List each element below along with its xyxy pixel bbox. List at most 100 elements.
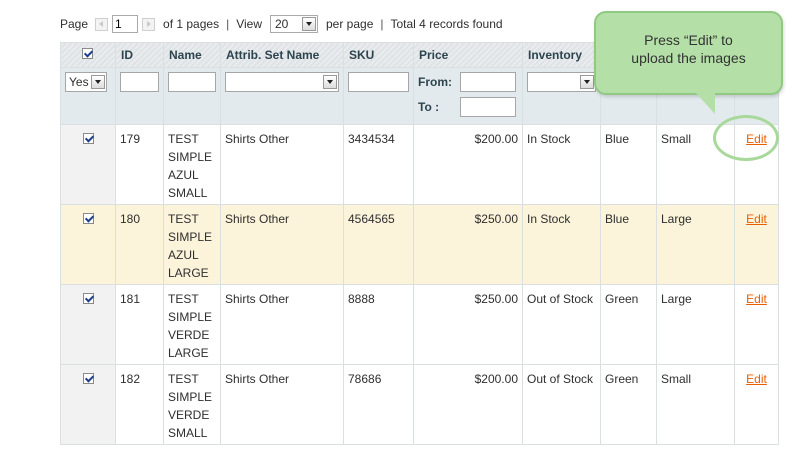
callout-text: Press “Edit” to upload the images (596, 31, 781, 67)
row-name-line: VERDE (168, 328, 210, 342)
row-size: Small (656, 364, 735, 445)
row-name-line: VERDE (168, 408, 210, 422)
row-name-line: SIMPLE (168, 310, 213, 324)
row-attrib-set: Shirts Other (220, 364, 344, 445)
chevron-down-icon (580, 75, 594, 89)
row-inventory: Out of Stock (522, 284, 601, 365)
row-name-line: AZUL (168, 168, 199, 182)
callout-pointer (695, 92, 715, 114)
row-inventory: Out of Stock (522, 364, 601, 445)
massaction-filter-value: Yes (69, 75, 89, 89)
row-price: $250.00 (413, 284, 523, 365)
row-action: Edit (734, 284, 779, 365)
row-action: Edit (734, 364, 779, 445)
row-attrib-set: Shirts Other (220, 124, 344, 205)
row-name-line: SIMPLE (168, 230, 213, 244)
edit-link[interactable]: Edit (746, 372, 767, 386)
filter-attrib-cell (220, 67, 344, 125)
price-from-row: From: (418, 72, 518, 92)
row-color: Green (600, 284, 657, 365)
table-row: 180 TEST SIMPLE AZUL LARGE Shirts Other … (60, 204, 779, 285)
row-name-line: TEST (168, 372, 199, 386)
callout-line: Press “Edit” to (644, 32, 733, 48)
pager-separator: | (226, 17, 230, 31)
row-select-cell (60, 364, 116, 445)
row-select-cell (60, 204, 116, 285)
price-from-input[interactable] (460, 72, 516, 92)
header-inventory[interactable]: Inventory (522, 42, 601, 68)
row-select-cell (60, 124, 116, 205)
row-checkbox[interactable] (82, 213, 94, 224)
row-color: Blue (600, 124, 657, 205)
row-price: $250.00 (413, 204, 523, 285)
row-price: $200.00 (413, 124, 523, 205)
row-name-line: TEST (168, 132, 199, 146)
callout-line: upload the images (631, 50, 746, 66)
highlight-ring (713, 115, 779, 161)
filter-inventory-cell (522, 67, 601, 125)
table-row: 181 TEST SIMPLE VERDE LARGE Shirts Other… (60, 284, 779, 365)
edit-link[interactable]: Edit (746, 212, 767, 226)
header-select-all[interactable] (60, 42, 116, 68)
filter-name-cell (163, 67, 221, 125)
row-checkbox[interactable] (82, 373, 94, 384)
filter-massaction-cell: Yes (60, 67, 116, 125)
filter-price-cell: From: To : (413, 67, 523, 125)
row-id: 182 (115, 364, 164, 445)
row-sku: 3434534 (343, 124, 414, 205)
row-checkbox[interactable] (82, 293, 94, 304)
row-name-line: LARGE (168, 266, 209, 280)
row-inventory: In Stock (522, 124, 601, 205)
view-per-page-select[interactable]: 20 (270, 15, 318, 33)
next-page-icon[interactable] (142, 17, 156, 31)
row-sku: 8888 (343, 284, 414, 365)
price-to-input[interactable] (460, 97, 516, 117)
row-inventory: In Stock (522, 204, 601, 285)
row-name-line: SMALL (168, 186, 208, 200)
prev-page-icon[interactable] (95, 17, 109, 31)
price-to-label: To : (418, 100, 440, 114)
row-action: Edit (734, 204, 779, 285)
row-price: $200.00 (413, 364, 523, 445)
per-page-label: per page (326, 17, 374, 31)
total-records-text: Total 4 records found (390, 17, 503, 31)
page-input[interactable] (112, 15, 139, 33)
table-row: 179 TEST SIMPLE AZUL SMALL Shirts Other … (60, 124, 779, 205)
header-price[interactable]: Price (413, 42, 523, 68)
row-name-line: TEST (168, 292, 199, 306)
chevron-down-icon (302, 17, 316, 31)
pager: Page of 1 pages | View 20 per page | Tot… (60, 13, 503, 35)
pager-separator: | (380, 17, 384, 31)
view-per-page-value: 20 (275, 17, 289, 31)
row-id: 181 (115, 284, 164, 365)
header-id[interactable]: ID (115, 42, 164, 68)
callout-bubble: Press “Edit” to upload the images (594, 11, 783, 95)
header-attrib-set[interactable]: Attrib. Set Name (220, 42, 344, 68)
row-size: Large (656, 284, 735, 365)
filter-id-cell (115, 67, 164, 125)
massaction-filter-select[interactable]: Yes (65, 72, 107, 92)
chevron-down-icon (91, 75, 105, 89)
price-to-row: To : (418, 97, 518, 117)
header-name[interactable]: Name (163, 42, 221, 68)
products-grid: ID Name Attrib. Set Name SKU Price Inven… (60, 42, 779, 445)
row-attrib-set: Shirts Other (220, 284, 344, 365)
select-all-checkbox[interactable] (82, 48, 93, 59)
row-id: 179 (115, 124, 164, 205)
row-name-line: SIMPLE (168, 390, 213, 404)
row-color: Green (600, 364, 657, 445)
filter-name-input[interactable] (168, 72, 216, 92)
row-name: TEST SIMPLE AZUL SMALL (163, 124, 221, 205)
row-select-cell (60, 284, 116, 365)
row-color: Blue (600, 204, 657, 285)
row-name-line: TEST (168, 212, 199, 226)
edit-link[interactable]: Edit (746, 292, 767, 306)
filter-id-input[interactable] (120, 72, 159, 92)
filter-sku-cell (343, 67, 414, 125)
header-sku[interactable]: SKU (343, 42, 414, 68)
price-from-label: From: (418, 75, 452, 89)
row-checkbox[interactable] (82, 133, 94, 144)
filter-sku-input[interactable] (348, 72, 409, 92)
filter-inventory-select[interactable] (527, 72, 596, 92)
filter-attrib-select[interactable] (225, 72, 339, 92)
